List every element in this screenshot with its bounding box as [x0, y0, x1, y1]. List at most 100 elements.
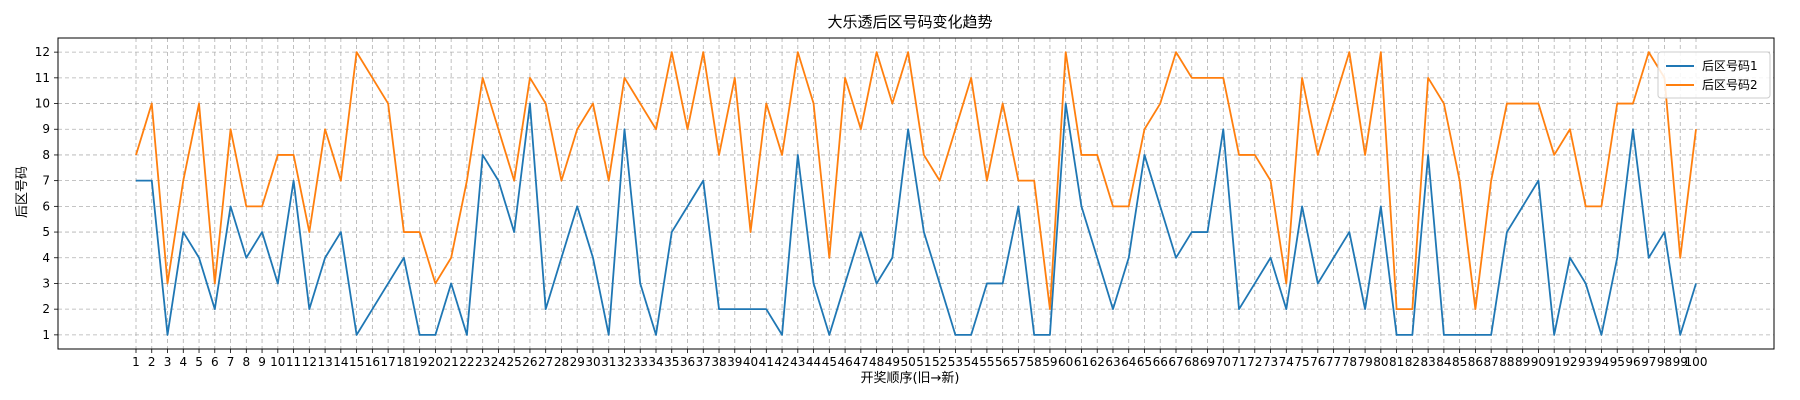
- series-line-1: [136, 102, 1697, 336]
- x-tick-label: 37: [696, 355, 711, 369]
- x-tick-label: 84: [1436, 355, 1451, 369]
- x-tick-label: 23: [475, 355, 490, 369]
- x-tick-label: 91: [1547, 355, 1562, 369]
- x-tick-label: 24: [491, 355, 506, 369]
- x-tick-label: 18: [396, 355, 411, 369]
- x-tick-label: 59: [1042, 355, 1057, 369]
- x-tick-label: 20: [428, 355, 443, 369]
- x-tick-label: 25: [507, 355, 522, 369]
- x-tick-label: 49: [885, 355, 900, 369]
- y-tick-label: 6: [42, 199, 50, 213]
- x-tick-label: 48: [869, 355, 884, 369]
- x-tick-label: 10: [270, 355, 285, 369]
- y-axis-label: 后区号码: [15, 166, 30, 218]
- x-tick-label: 35: [664, 355, 679, 369]
- legend-box: [1657, 51, 1771, 99]
- ticks: 1 2 3 4 5 6 7 8 9 10 11 12 13 14 15 16 17 18 19 20 21 22 23 24 2…: [35, 45, 1708, 369]
- x-tick-label: 5: [195, 355, 203, 369]
- x-tick-label: 43: [790, 355, 805, 369]
- y-tick-label: 3: [42, 276, 50, 290]
- x-tick-label: 80: [1373, 355, 1388, 369]
- x-tick-label: 82: [1405, 355, 1420, 369]
- x-tick-label: 28: [554, 355, 569, 369]
- x-tick-label: 39: [727, 355, 742, 369]
- x-tick-label: 89: [1515, 355, 1530, 369]
- x-tick-label: 56: [995, 355, 1010, 369]
- x-tick-label: 76: [1310, 355, 1325, 369]
- x-tick-label: 81: [1389, 355, 1404, 369]
- x-tick-label: 99: [1673, 355, 1688, 369]
- legend-label-1: 后区号码1: [1702, 59, 1758, 73]
- x-tick-label: 1: [132, 355, 140, 369]
- series-line-2: [135, 51, 1697, 311]
- x-tick-label: 70: [1216, 355, 1231, 369]
- x-tick-label: 74: [1279, 355, 1294, 369]
- x-tick-label: 8: [242, 355, 250, 369]
- x-tick-label: 78: [1342, 355, 1357, 369]
- x-tick-label: 71: [1231, 355, 1246, 369]
- grid: [58, 38, 1774, 349]
- x-tick-label: 52: [932, 355, 947, 369]
- x-tick-label: 88: [1499, 355, 1514, 369]
- x-tick-label: 61: [1074, 355, 1089, 369]
- x-tick-label: 46: [837, 355, 852, 369]
- y-tick-label: 10: [35, 97, 50, 111]
- x-tick-label: 66: [1153, 355, 1168, 369]
- x-tick-label: 32: [617, 355, 632, 369]
- y-tick-label: 4: [42, 251, 50, 265]
- x-tick-label: 85: [1452, 355, 1467, 369]
- x-tick-label: 100: [1685, 355, 1708, 369]
- x-tick-label: 53: [948, 355, 963, 369]
- x-tick-label: 34: [648, 355, 663, 369]
- x-tick-label: 9: [258, 355, 266, 369]
- x-tick-label: 86: [1468, 355, 1483, 369]
- x-tick-label: 31: [601, 355, 616, 369]
- x-tick-label: 60: [1058, 355, 1073, 369]
- x-tick-label: 38: [711, 355, 726, 369]
- legend-label-2: 后区号码2: [1702, 78, 1758, 92]
- x-tick-label: 11: [286, 355, 301, 369]
- x-tick-label: 12: [302, 355, 317, 369]
- x-tick-label: 51: [916, 355, 931, 369]
- x-tick-label: 42: [774, 355, 789, 369]
- legend: 后区号码1 后区号码2: [1657, 51, 1771, 99]
- y-tick-label: 12: [35, 45, 50, 59]
- chart-title: 大乐透后区号码变化趋势: [827, 13, 992, 31]
- x-tick-label: 16: [365, 355, 380, 369]
- x-tick-label: 63: [1105, 355, 1120, 369]
- y-tick-label: 9: [42, 122, 50, 136]
- x-tick-label: 55: [979, 355, 994, 369]
- x-tick-label: 83: [1420, 355, 1435, 369]
- x-tick-label: 94: [1594, 355, 1609, 369]
- x-tick-label: 27: [538, 355, 553, 369]
- x-tick-label: 36: [680, 355, 695, 369]
- x-tick-label: 87: [1484, 355, 1499, 369]
- x-tick-label: 33: [633, 355, 648, 369]
- x-tick-label: 58: [1027, 355, 1042, 369]
- y-tick-label: 11: [35, 71, 50, 85]
- x-tick-label: 29: [570, 355, 585, 369]
- x-tick-label: 57: [1011, 355, 1026, 369]
- x-tick-label: 64: [1121, 355, 1136, 369]
- x-tick-label: 2: [148, 355, 156, 369]
- series-lines: [135, 51, 1697, 336]
- x-tick-label: 4: [179, 355, 187, 369]
- x-tick-label: 26: [522, 355, 537, 369]
- x-axis-label: 开奖顺序(旧→新): [860, 370, 959, 386]
- y-tick-label: 8: [42, 148, 50, 162]
- x-tick-label: 41: [759, 355, 774, 369]
- x-tick-label: 45: [822, 355, 837, 369]
- x-tick-label: 79: [1357, 355, 1372, 369]
- x-tick-label: 19: [412, 355, 427, 369]
- x-tick-label: 65: [1137, 355, 1152, 369]
- x-tick-label: 95: [1610, 355, 1625, 369]
- x-tick-label: 17: [380, 355, 395, 369]
- x-tick-label: 47: [853, 355, 868, 369]
- x-tick-label: 30: [585, 355, 600, 369]
- y-tick-label: 2: [42, 302, 50, 316]
- y-tick-label: 5: [42, 225, 50, 239]
- x-tick-label: 6: [211, 355, 219, 369]
- x-tick-label: 73: [1263, 355, 1278, 369]
- x-tick-label: 69: [1200, 355, 1215, 369]
